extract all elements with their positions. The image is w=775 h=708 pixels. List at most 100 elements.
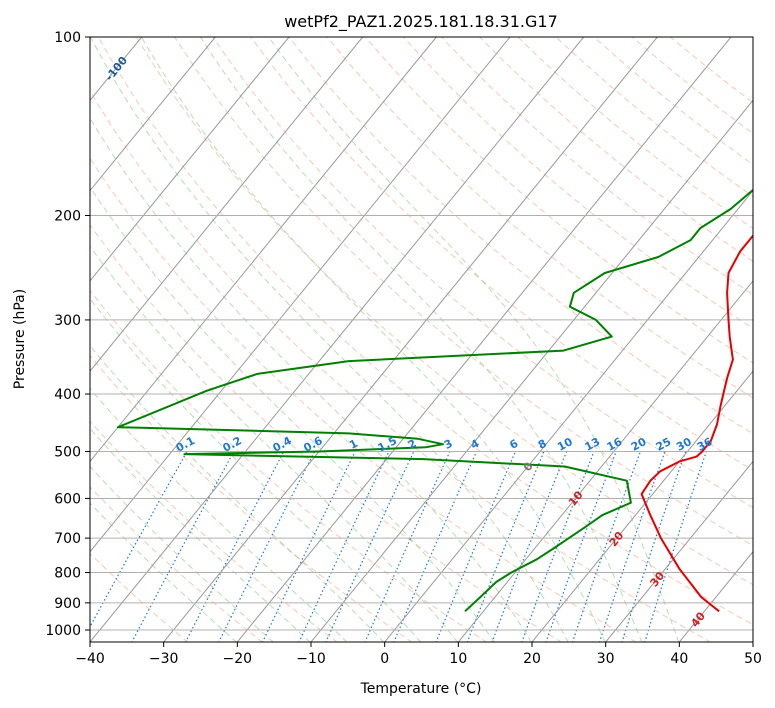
isotherm-line [605, 460, 753, 642]
y-tick-label: 400 [54, 387, 81, 403]
mixing-ratio-label: 25 [654, 435, 674, 454]
x-tick-label: 30 [597, 651, 615, 667]
moist-adiabat-line [90, 117, 532, 642]
dry-adiabat-line [174, 37, 753, 547]
dry-adiabat-line [90, 420, 338, 642]
dry-adiabat-line [97, 37, 753, 626]
dry-adiabat-line [288, 37, 753, 435]
dry-adiabat-line [326, 37, 753, 399]
moist-adiabat-line [90, 387, 348, 642]
isotherm-line [90, 37, 585, 642]
mixing-ratio-label: 36 [695, 435, 715, 454]
moist-adiabat-line [90, 502, 237, 642]
mixing-ratio-label: 3 [442, 437, 455, 452]
y-tick-label: 200 [54, 209, 81, 225]
mixing-ratio-label: 6 [507, 437, 520, 452]
isotherm-line [384, 189, 753, 642]
isotherm-line [310, 99, 753, 642]
data-lines [116, 188, 753, 613]
mixing-ratio-line [491, 451, 568, 642]
isotherm-line [752, 641, 753, 642]
moist-adiabat-line [90, 427, 311, 642]
inline-labels: 0.1 0.2 0.4 0.6 1 1.5 2 3 4 6 8 10 13 16 20 25 30 36-100-… [103, 37, 715, 630]
x-tick-label: −30 [149, 651, 179, 667]
isotherm-line [678, 550, 753, 642]
y-tick-label: 300 [54, 313, 81, 329]
isotherm-label: -100 [103, 54, 131, 84]
x-tick-label: 0 [380, 651, 389, 667]
dry-adiabat-line [90, 90, 712, 642]
x-tick-label: −40 [75, 651, 105, 667]
mixing-ratio-line [393, 451, 478, 642]
mixing-ratio-label: 20 [629, 435, 649, 454]
y-tick-label: 800 [54, 566, 81, 582]
dry-adiabat-line [669, 37, 753, 104]
isotherm-line [457, 280, 753, 642]
isotherm-line [531, 370, 753, 642]
mixing-ratio-line [218, 451, 316, 642]
x-tick-label: −20 [223, 651, 253, 667]
y-tick-label: 100 [54, 30, 81, 46]
y-axis-title: Pressure (hPa) [12, 289, 28, 389]
moist-adiabat-line [90, 465, 274, 642]
x-tick-label: 10 [449, 651, 467, 667]
moist-adiabat-line [90, 344, 385, 642]
moist-adiabat-line [90, 245, 459, 642]
moist-adiabat-line [90, 37, 569, 642]
mixing-ratio-line [261, 451, 356, 642]
mixing-ratio-line [466, 451, 545, 642]
isotherm-line [90, 37, 216, 192]
dry-adiabat-line [250, 37, 753, 471]
axes: −40 −30 −20 −10 0 10 20 30 40 50 100 200 300 400 500 60… [45, 30, 762, 667]
y-tick-label: 500 [54, 444, 81, 460]
mixing-ratio-line [521, 451, 595, 642]
moist-adiabat-line [199, 37, 643, 642]
isotherm-line [90, 37, 437, 463]
moist-adiabat-line [268, 37, 680, 642]
mixing-ratio-line [621, 451, 687, 642]
mixing-ratio-label: 4 [469, 437, 482, 452]
dry-adiabat-line [136, 37, 753, 586]
chart-title: wetPf2_PAZ1.2025.181.18.31.G17 [284, 12, 558, 32]
dry-adiabat-line [593, 37, 753, 166]
mixing-ratio-line [598, 451, 666, 642]
dry-adiabat-line [90, 224, 562, 642]
y-tick-label: 900 [54, 596, 81, 612]
mixing-ratio-line [364, 451, 451, 642]
dry-adiabat-line [441, 37, 753, 296]
mixing-ratio-label: 13 [583, 435, 603, 454]
isotherm-line [0, 37, 68, 643]
mixing-ratio-line [131, 451, 235, 642]
isotherm-line [90, 37, 290, 282]
isotherm-line [90, 37, 364, 372]
mixing-ratio-line [435, 451, 517, 642]
isotherm-line [236, 37, 732, 642]
isotherm-line [163, 37, 658, 642]
mixing-ratio-label: 16 [605, 435, 625, 454]
dry-adiabat-line [90, 355, 413, 642]
x-tick-label: 40 [670, 651, 688, 667]
mixing-ratio-line [184, 451, 285, 642]
plot-frame [89, 36, 754, 643]
mixing-ratio-line [571, 451, 641, 642]
x-axis-title: Temperature (°C) [360, 681, 482, 697]
dewpoint-line [116, 188, 753, 613]
x-tick-label: −10 [296, 651, 326, 667]
background-lines [0, 37, 753, 643]
mixing-ratio-line [644, 451, 707, 642]
y-tick-label: 600 [54, 491, 81, 507]
x-tick-label: 50 [744, 651, 762, 667]
mixing-ratio-label: 10 [555, 435, 575, 454]
x-tick-label: 20 [523, 651, 541, 667]
isotherm-line [90, 37, 511, 553]
temperature-line [640, 234, 753, 613]
dry-adiabat-line [90, 552, 189, 642]
mixing-ratio-line [545, 451, 617, 642]
dry-adiabat-line [90, 289, 488, 642]
mixing-ratio-line [90, 451, 188, 628]
y-tick-label: 700 [54, 531, 81, 547]
moist-adiabat-line [90, 186, 495, 642]
mixing-ratio-line [298, 451, 390, 642]
